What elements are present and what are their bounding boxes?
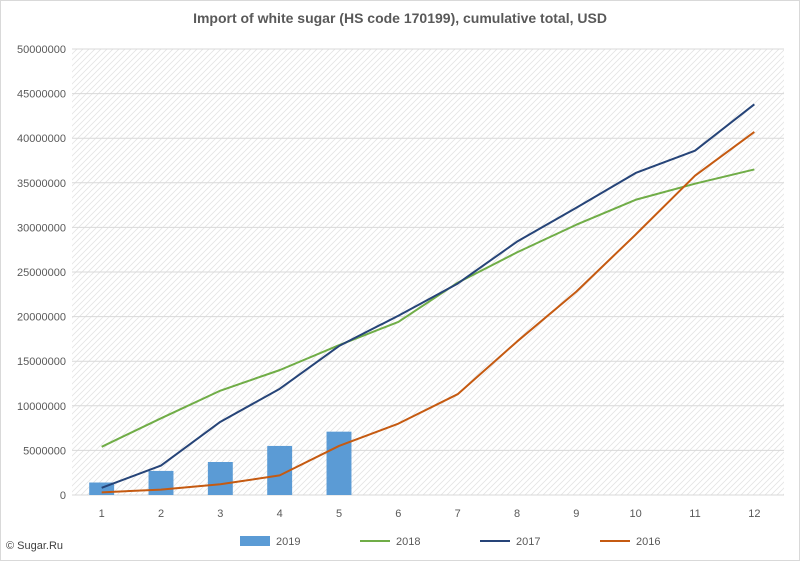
y-tick-label: 40000000 xyxy=(17,133,66,145)
y-tick-label: 45000000 xyxy=(17,89,66,101)
y-tick-label: 35000000 xyxy=(17,178,66,190)
bar-2019-2 xyxy=(148,470,174,495)
x-tick-label: 11 xyxy=(689,508,700,520)
x-tick-label: 8 xyxy=(514,508,520,520)
y-tick-label: 0 xyxy=(60,490,66,502)
legend-label-2019: 2019 xyxy=(276,536,300,548)
y-tick-label: 50000000 xyxy=(17,44,66,56)
bar-2019-3 xyxy=(207,461,233,495)
x-tick-label: 6 xyxy=(395,508,401,520)
legend-swatch-2019 xyxy=(240,536,270,546)
legend-label-2018: 2018 xyxy=(396,536,420,548)
x-tick-label: 10 xyxy=(630,508,642,520)
x-tick-label: 1 xyxy=(99,508,105,520)
y-tick-label: 15000000 xyxy=(17,356,66,368)
legend-label-2016: 2016 xyxy=(636,536,660,548)
legend-label-2017: 2017 xyxy=(516,536,540,548)
y-tick-label: 10000000 xyxy=(17,401,66,413)
x-tick-label: 2 xyxy=(158,508,164,520)
chart-title: Import of white sugar (HS code 170199), … xyxy=(193,10,607,26)
y-tick-label: 20000000 xyxy=(17,312,66,324)
bar-2019-5 xyxy=(326,431,352,495)
line-series-2016 xyxy=(101,131,755,494)
x-tick-label: 3 xyxy=(217,508,223,520)
y-tick-label: 30000000 xyxy=(17,222,66,234)
y-tick-label: 5000000 xyxy=(23,445,66,457)
line-series-2017 xyxy=(101,103,755,489)
x-tick-label: 12 xyxy=(748,508,760,520)
x-tick-label: 4 xyxy=(277,508,283,520)
x-tick-label: 5 xyxy=(336,508,342,520)
x-tick-label: 7 xyxy=(455,508,461,520)
x-tick-label: 9 xyxy=(573,508,579,520)
line-series-2018 xyxy=(101,168,755,448)
y-tick-label: 25000000 xyxy=(17,267,66,279)
credit-label: © Sugar.Ru xyxy=(6,540,64,552)
